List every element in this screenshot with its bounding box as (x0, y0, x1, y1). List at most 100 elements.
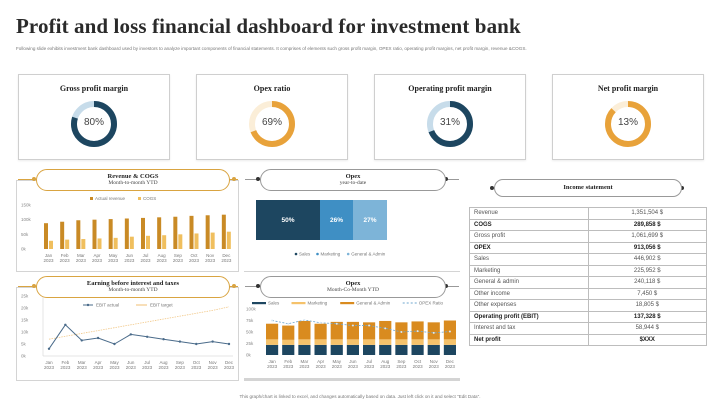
svg-text:50k: 50k (246, 330, 254, 335)
row-label: Revenue (469, 207, 589, 220)
row-label: Marketing (469, 264, 589, 277)
connector-dot (680, 186, 684, 190)
svg-text:2023: 2023 (109, 365, 120, 370)
kpi-card-operating-profit-margin: Operating profit margin 31% (374, 74, 526, 160)
svg-text:0k: 0k (246, 353, 252, 358)
svg-text:Marketing: Marketing (321, 252, 341, 257)
row-value: 18,805 $ (587, 299, 707, 312)
svg-text:2023: 2023 (124, 258, 135, 263)
income-statement-header: Income statement (494, 179, 682, 197)
row-label: Sales (469, 253, 589, 266)
svg-text:0k: 0k (21, 247, 27, 252)
svg-text:May: May (109, 253, 118, 258)
svg-text:2023: 2023 (77, 365, 88, 370)
row-label: Net profit (469, 333, 589, 346)
svg-text:2023: 2023 (348, 364, 359, 369)
table-row: COGS 289,858 $ (469, 218, 707, 231)
svg-text:Oct: Oct (193, 360, 201, 365)
kpi-title: Gross profit margin (59, 84, 129, 93)
svg-text:2023: 2023 (60, 365, 71, 370)
kpi-value: 69% (261, 117, 282, 128)
svg-text:Jul: Jul (143, 253, 149, 258)
table-row: Other income 7,450 $ (469, 287, 707, 300)
kpi-card-net-profit-margin: Net profit margin 13% (552, 74, 704, 160)
row-value: 137,328 $ (587, 310, 707, 323)
panel-subtitle: Month-Co-Month YTD (327, 287, 379, 293)
row-value: 240,118 $ (587, 276, 707, 289)
svg-text:Actual revenue: Actual revenue (95, 196, 126, 201)
svg-text:27%: 27% (363, 217, 376, 224)
svg-text:Dec: Dec (446, 359, 455, 364)
svg-text:Apr: Apr (95, 360, 103, 365)
svg-text:Jul: Jul (144, 360, 150, 365)
connector-dot (32, 177, 36, 181)
row-label: Operating profit (EBIT) (469, 310, 589, 323)
row-value: 7,450 $ (587, 287, 707, 300)
svg-text:2023: 2023 (108, 258, 119, 263)
kpi-card-gross-profit-margin: Gross profit margin 80% (18, 74, 170, 160)
panel-title: Income statement (563, 184, 613, 191)
svg-text:2023: 2023 (332, 364, 343, 369)
connector-dot (256, 177, 260, 181)
svg-text:75k: 75k (246, 318, 254, 323)
svg-text:2023: 2023 (208, 365, 219, 370)
opex-ytd-chart: 50% 26% 27% Sales Marketing General & Admin (256, 200, 387, 257)
svg-text:2023: 2023 (299, 364, 310, 369)
ebit-chart: 0k 5k 10k 15k 20k 25k EBIT actual EBIT target Ja… (21, 294, 235, 371)
svg-text:100k: 100k (21, 217, 32, 222)
svg-text:25k: 25k (246, 341, 254, 346)
svg-text:Mar: Mar (301, 359, 309, 364)
connector-dot (232, 177, 236, 181)
table-row: Interest and tax 58,944 $ (469, 322, 707, 335)
svg-text:2023: 2023 (413, 364, 424, 369)
svg-text:Jan: Jan (268, 359, 276, 364)
svg-text:2023: 2023 (175, 365, 186, 370)
kpi-title: Operating profit margin (408, 84, 492, 93)
svg-text:2023: 2023 (140, 258, 151, 263)
svg-text:2023: 2023 (267, 364, 278, 369)
svg-text:100k: 100k (246, 307, 257, 312)
kpi-card-opex-ratio: Opex ratio 69% (196, 74, 348, 160)
donut-chart (71, 101, 117, 147)
connector-dot (490, 186, 494, 190)
panel-title: Earning before interest and taxes (86, 280, 180, 287)
table-row: Other expenses 18,805 $ (469, 299, 707, 312)
svg-text:Dec: Dec (225, 360, 234, 365)
svg-text:Jan: Jan (45, 360, 53, 365)
row-value: 58,944 $ (587, 322, 707, 335)
svg-text:2023: 2023 (92, 258, 103, 263)
panel-title: Opex (345, 173, 361, 180)
svg-text:Jun: Jun (349, 359, 357, 364)
svg-text:OPEX Ratio: OPEX Ratio (419, 301, 444, 306)
table-row: Net profit $XXX (469, 333, 707, 346)
svg-text:2023: 2023 (364, 364, 375, 369)
table-row: Operating profit (EBIT) 137,328 $ (469, 310, 707, 323)
svg-text:Aug: Aug (381, 359, 390, 364)
svg-text:Aug: Aug (160, 360, 169, 365)
panel-subtitle: Month-to-month YTD (108, 287, 158, 293)
svg-text:50k: 50k (21, 232, 29, 237)
row-label: Gross profit (469, 230, 589, 243)
svg-text:50%: 50% (281, 217, 294, 224)
svg-text:150k: 150k (21, 203, 32, 208)
row-value: 289,858 $ (587, 218, 707, 231)
row-value: 1,061,699 $ (587, 230, 707, 243)
row-label: Other expenses (469, 299, 589, 312)
kpi-value: 13% (617, 117, 638, 128)
svg-text:Sales: Sales (299, 252, 311, 257)
svg-text:2023: 2023 (189, 258, 200, 263)
svg-text:Sep: Sep (174, 253, 183, 258)
svg-text:2023: 2023 (224, 365, 235, 370)
row-value: 1,351,504 $ (587, 207, 707, 220)
svg-text:Jun: Jun (126, 253, 134, 258)
svg-text:2023: 2023 (126, 365, 137, 370)
kpi-value: 80% (83, 117, 104, 128)
row-label: COGS (469, 218, 589, 231)
donut-chart (427, 101, 473, 147)
svg-text:20k: 20k (21, 306, 29, 311)
svg-text:5k: 5k (21, 342, 27, 347)
opex-mtm-header: Opex Month-Co-Month YTD (260, 276, 446, 298)
svg-text:2023: 2023 (44, 365, 55, 370)
opex-ytd-panel: 50% 26% 27% Sales Marketing General & Admin (244, 180, 460, 272)
connector-dot (32, 284, 36, 288)
